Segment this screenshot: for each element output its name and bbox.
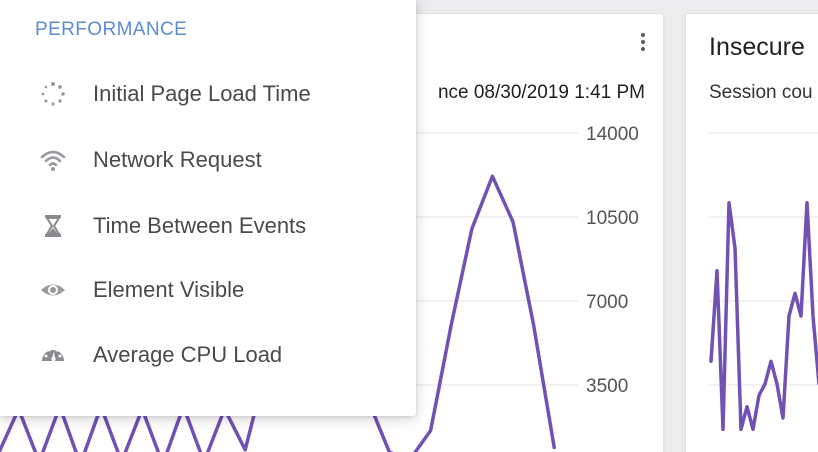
menu-item-label: Average CPU Load [93,342,283,367]
menu-item-label: Element Visible [93,277,245,302]
y-tick-label: 14000 [586,124,639,145]
menu-item-element-visible[interactable]: Element Visible [0,262,416,318]
performance-menu: PERFORMANCE Initial Page Load Time [0,0,416,416]
series-line [709,200,818,432]
menu-item-initial-page-load-time[interactable]: Initial Page Load Time [0,66,416,122]
menu-item-label: Initial Page Load Time [93,81,311,106]
hourglass-icon [40,213,66,239]
chart-card-right [685,13,818,452]
menu-item-time-between-events[interactable]: Time Between Events [0,198,416,254]
y-tick-label: 7000 [586,292,628,313]
loading-spinner-icon [40,81,66,107]
card-subtitle: nce 08/30/2019 1:41 PM [437,82,645,103]
menu-item-network-request[interactable]: Network Request [0,132,416,188]
menu-item-label: Time Between Events [93,213,307,238]
menu-item-average-cpu-load[interactable]: Average CPU Load [0,327,416,383]
card-title-right: Insecure [709,33,805,61]
card-subtitle-right: Session cou [709,82,813,103]
eye-icon [40,277,66,303]
y-tick-label: 3500 [586,376,628,397]
kebab-menu-icon[interactable] [637,33,649,51]
menu-heading: PERFORMANCE [35,19,188,40]
wifi-icon [40,147,66,173]
menu-item-label: Network Request [93,147,262,172]
y-tick-label: 10500 [586,208,639,229]
speedometer-icon [40,342,66,368]
